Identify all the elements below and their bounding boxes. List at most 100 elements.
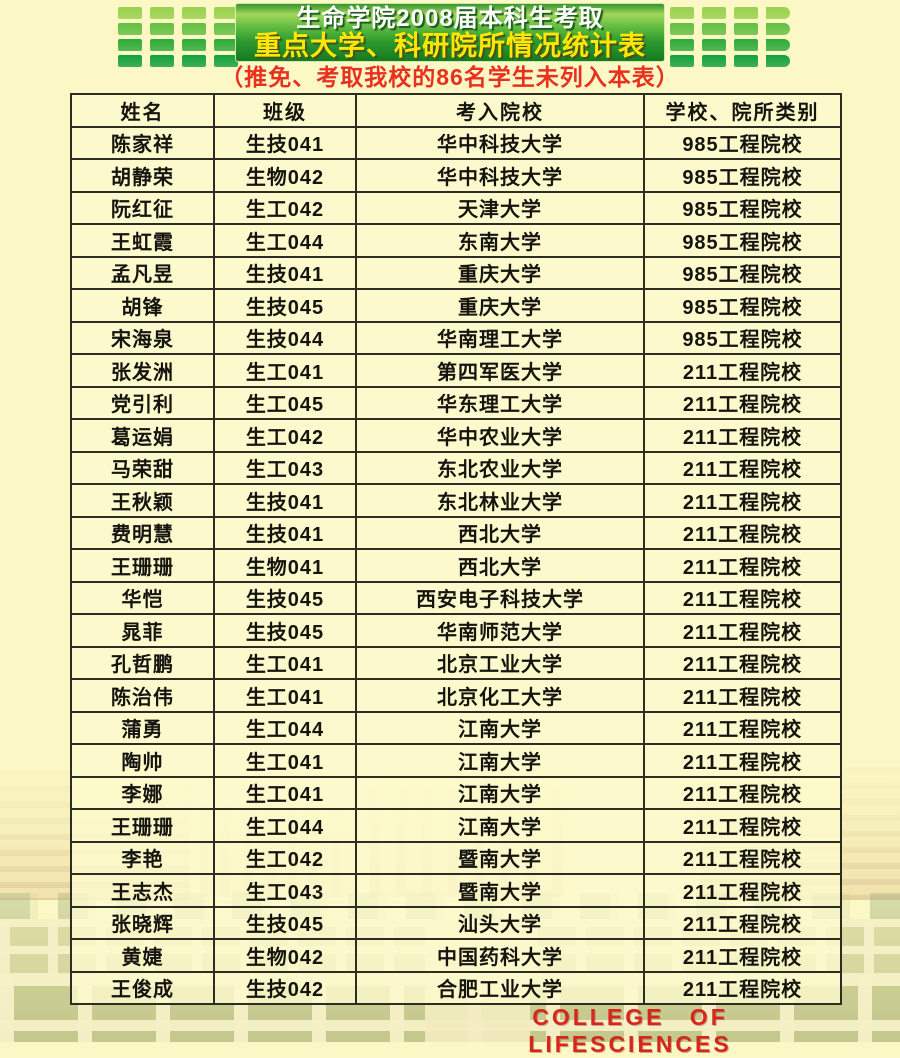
cell-university: 第四军医大学	[355, 353, 645, 388]
cell-name: 阮红征	[70, 190, 215, 225]
cell-university: 北京工业大学	[355, 645, 645, 680]
footer-college-name: COLLEGE OF LIFESCIENCES	[528, 1004, 732, 1057]
decor-square	[118, 55, 142, 67]
decor-squares-right	[670, 7, 790, 67]
table-row: 胡静荣 生物042 华中科技大学 985工程院校	[70, 158, 842, 193]
table-row: 费明慧 生技041 西北大学 211工程院校	[70, 515, 842, 550]
cell-class: 生物041	[213, 548, 357, 583]
decor-square	[766, 7, 790, 19]
cell-category: 211工程院校	[643, 905, 842, 940]
cell-name: 王秋颖	[70, 483, 215, 518]
cell-class: 生工045	[213, 385, 357, 420]
cell-name: 王珊珊	[70, 548, 215, 583]
cell-category: 211工程院校	[643, 840, 842, 875]
cell-class: 生工044	[213, 223, 357, 258]
cell-name: 李艳	[70, 840, 215, 875]
cell-university: 西安电子科技大学	[355, 580, 645, 615]
cell-university: 江南大学	[355, 710, 645, 745]
cell-class: 生技041	[213, 515, 357, 550]
cell-category: 211工程院校	[643, 450, 842, 485]
cell-university: 江南大学	[355, 808, 645, 843]
cell-category: 211工程院校	[643, 580, 842, 615]
cell-category: 211工程院校	[643, 743, 842, 778]
table-row: 葛运娟 生工042 华中农业大学 211工程院校	[70, 418, 842, 453]
cell-university: 华南理工大学	[355, 320, 645, 355]
decor-square	[670, 55, 694, 67]
cell-name: 马荣甜	[70, 450, 215, 485]
cell-name: 王珊珊	[70, 808, 215, 843]
table-row: 晁菲 生技045 华南师范大学 211工程院校	[70, 613, 842, 648]
cell-name: 陈家祥	[70, 125, 215, 160]
decor-square	[214, 55, 238, 67]
column-header-3: 学校、院所类别	[643, 93, 842, 128]
cell-category: 985工程院校	[643, 320, 842, 355]
decor-square	[766, 23, 790, 35]
cell-university: 华中农业大学	[355, 418, 645, 453]
cell-name: 胡锋	[70, 288, 215, 323]
decor-square	[118, 39, 142, 51]
cell-university: 北京化工大学	[355, 678, 645, 713]
title-line-2: 重点大学、科研院所情况统计表	[254, 30, 646, 61]
cell-category: 211工程院校	[643, 385, 842, 420]
table-row: 阮红征 生工042 天津大学 985工程院校	[70, 190, 842, 225]
column-header-1: 班级	[213, 93, 357, 128]
cell-class: 生工042	[213, 418, 357, 453]
cell-class: 生技045	[213, 580, 357, 615]
table-row: 张晓辉 生技045 汕头大学 211工程院校	[70, 905, 842, 940]
cell-class: 生工044	[213, 710, 357, 745]
cell-class: 生工044	[213, 808, 357, 843]
cell-category: 211工程院校	[643, 613, 842, 648]
table-row: 李娜 生工041 江南大学 211工程院校	[70, 775, 842, 810]
cell-university: 西北大学	[355, 548, 645, 583]
table-row: 宋海泉 生技044 华南理工大学 985工程院校	[70, 320, 842, 355]
admissions-table-wrap: 姓名 班级 考入院校 学校、院所类别 陈家祥 生技041 华中科技大学 985工程院校 胡静荣…	[70, 93, 842, 1005]
cell-category: 211工程院校	[643, 645, 842, 680]
cell-class: 生物042	[213, 938, 357, 973]
cell-class: 生技041	[213, 255, 357, 290]
decor-square	[182, 55, 206, 67]
table-row: 蒲勇 生工044 江南大学 211工程院校	[70, 710, 842, 745]
cell-category: 211工程院校	[643, 483, 842, 518]
cell-class: 生工041	[213, 678, 357, 713]
cell-class: 生技045	[213, 613, 357, 648]
decor-square	[214, 23, 238, 35]
cell-university: 重庆大学	[355, 255, 645, 290]
decor-square	[670, 7, 694, 19]
decor-square	[214, 39, 238, 51]
decor-square	[182, 39, 206, 51]
decor-square	[734, 55, 758, 67]
cell-class: 生技045	[213, 288, 357, 323]
decor-square	[150, 55, 174, 67]
cell-category: 211工程院校	[643, 353, 842, 388]
cell-name: 宋海泉	[70, 320, 215, 355]
decor-square	[118, 23, 142, 35]
cell-category: 985工程院校	[643, 125, 842, 160]
table-row: 孟凡昱 生技041 重庆大学 985工程院校	[70, 255, 842, 290]
cell-university: 东北农业大学	[355, 450, 645, 485]
table-row: 马荣甜 生工043 东北农业大学 211工程院校	[70, 450, 842, 485]
decor-square	[734, 7, 758, 19]
cell-university: 华中科技大学	[355, 125, 645, 160]
decor-square	[766, 55, 790, 67]
decor-square	[702, 7, 726, 19]
table-row: 王志杰 生工043 暨南大学 211工程院校	[70, 873, 842, 908]
cell-university: 华东理工大学	[355, 385, 645, 420]
title-line-1: 生命学院2008届本科生考取	[296, 4, 604, 32]
cell-class: 生工043	[213, 450, 357, 485]
cell-category: 211工程院校	[643, 548, 842, 583]
cell-class: 生技045	[213, 905, 357, 940]
cell-university: 江南大学	[355, 775, 645, 810]
table-row: 王秋颖 生技041 东北林业大学 211工程院校	[70, 483, 842, 518]
cell-category: 211工程院校	[643, 710, 842, 745]
table-row: 孔哲鹏 生工041 北京工业大学 211工程院校	[70, 645, 842, 680]
table-row: 王珊珊 生工044 江南大学 211工程院校	[70, 808, 842, 843]
cell-name: 王虹霞	[70, 223, 215, 258]
decor-square	[150, 23, 174, 35]
cell-university: 合肥工业大学	[355, 970, 645, 1005]
cell-category: 211工程院校	[643, 808, 842, 843]
cell-name: 王俊成	[70, 970, 215, 1005]
cell-name: 孔哲鹏	[70, 645, 215, 680]
table-row: 王俊成 生技042 合肥工业大学 211工程院校	[70, 970, 842, 1005]
subtitle-note: （推免、考取我校的86名学生未列入本表）	[220, 64, 680, 90]
table-row: 华恺 生技045 西安电子科技大学 211工程院校	[70, 580, 842, 615]
